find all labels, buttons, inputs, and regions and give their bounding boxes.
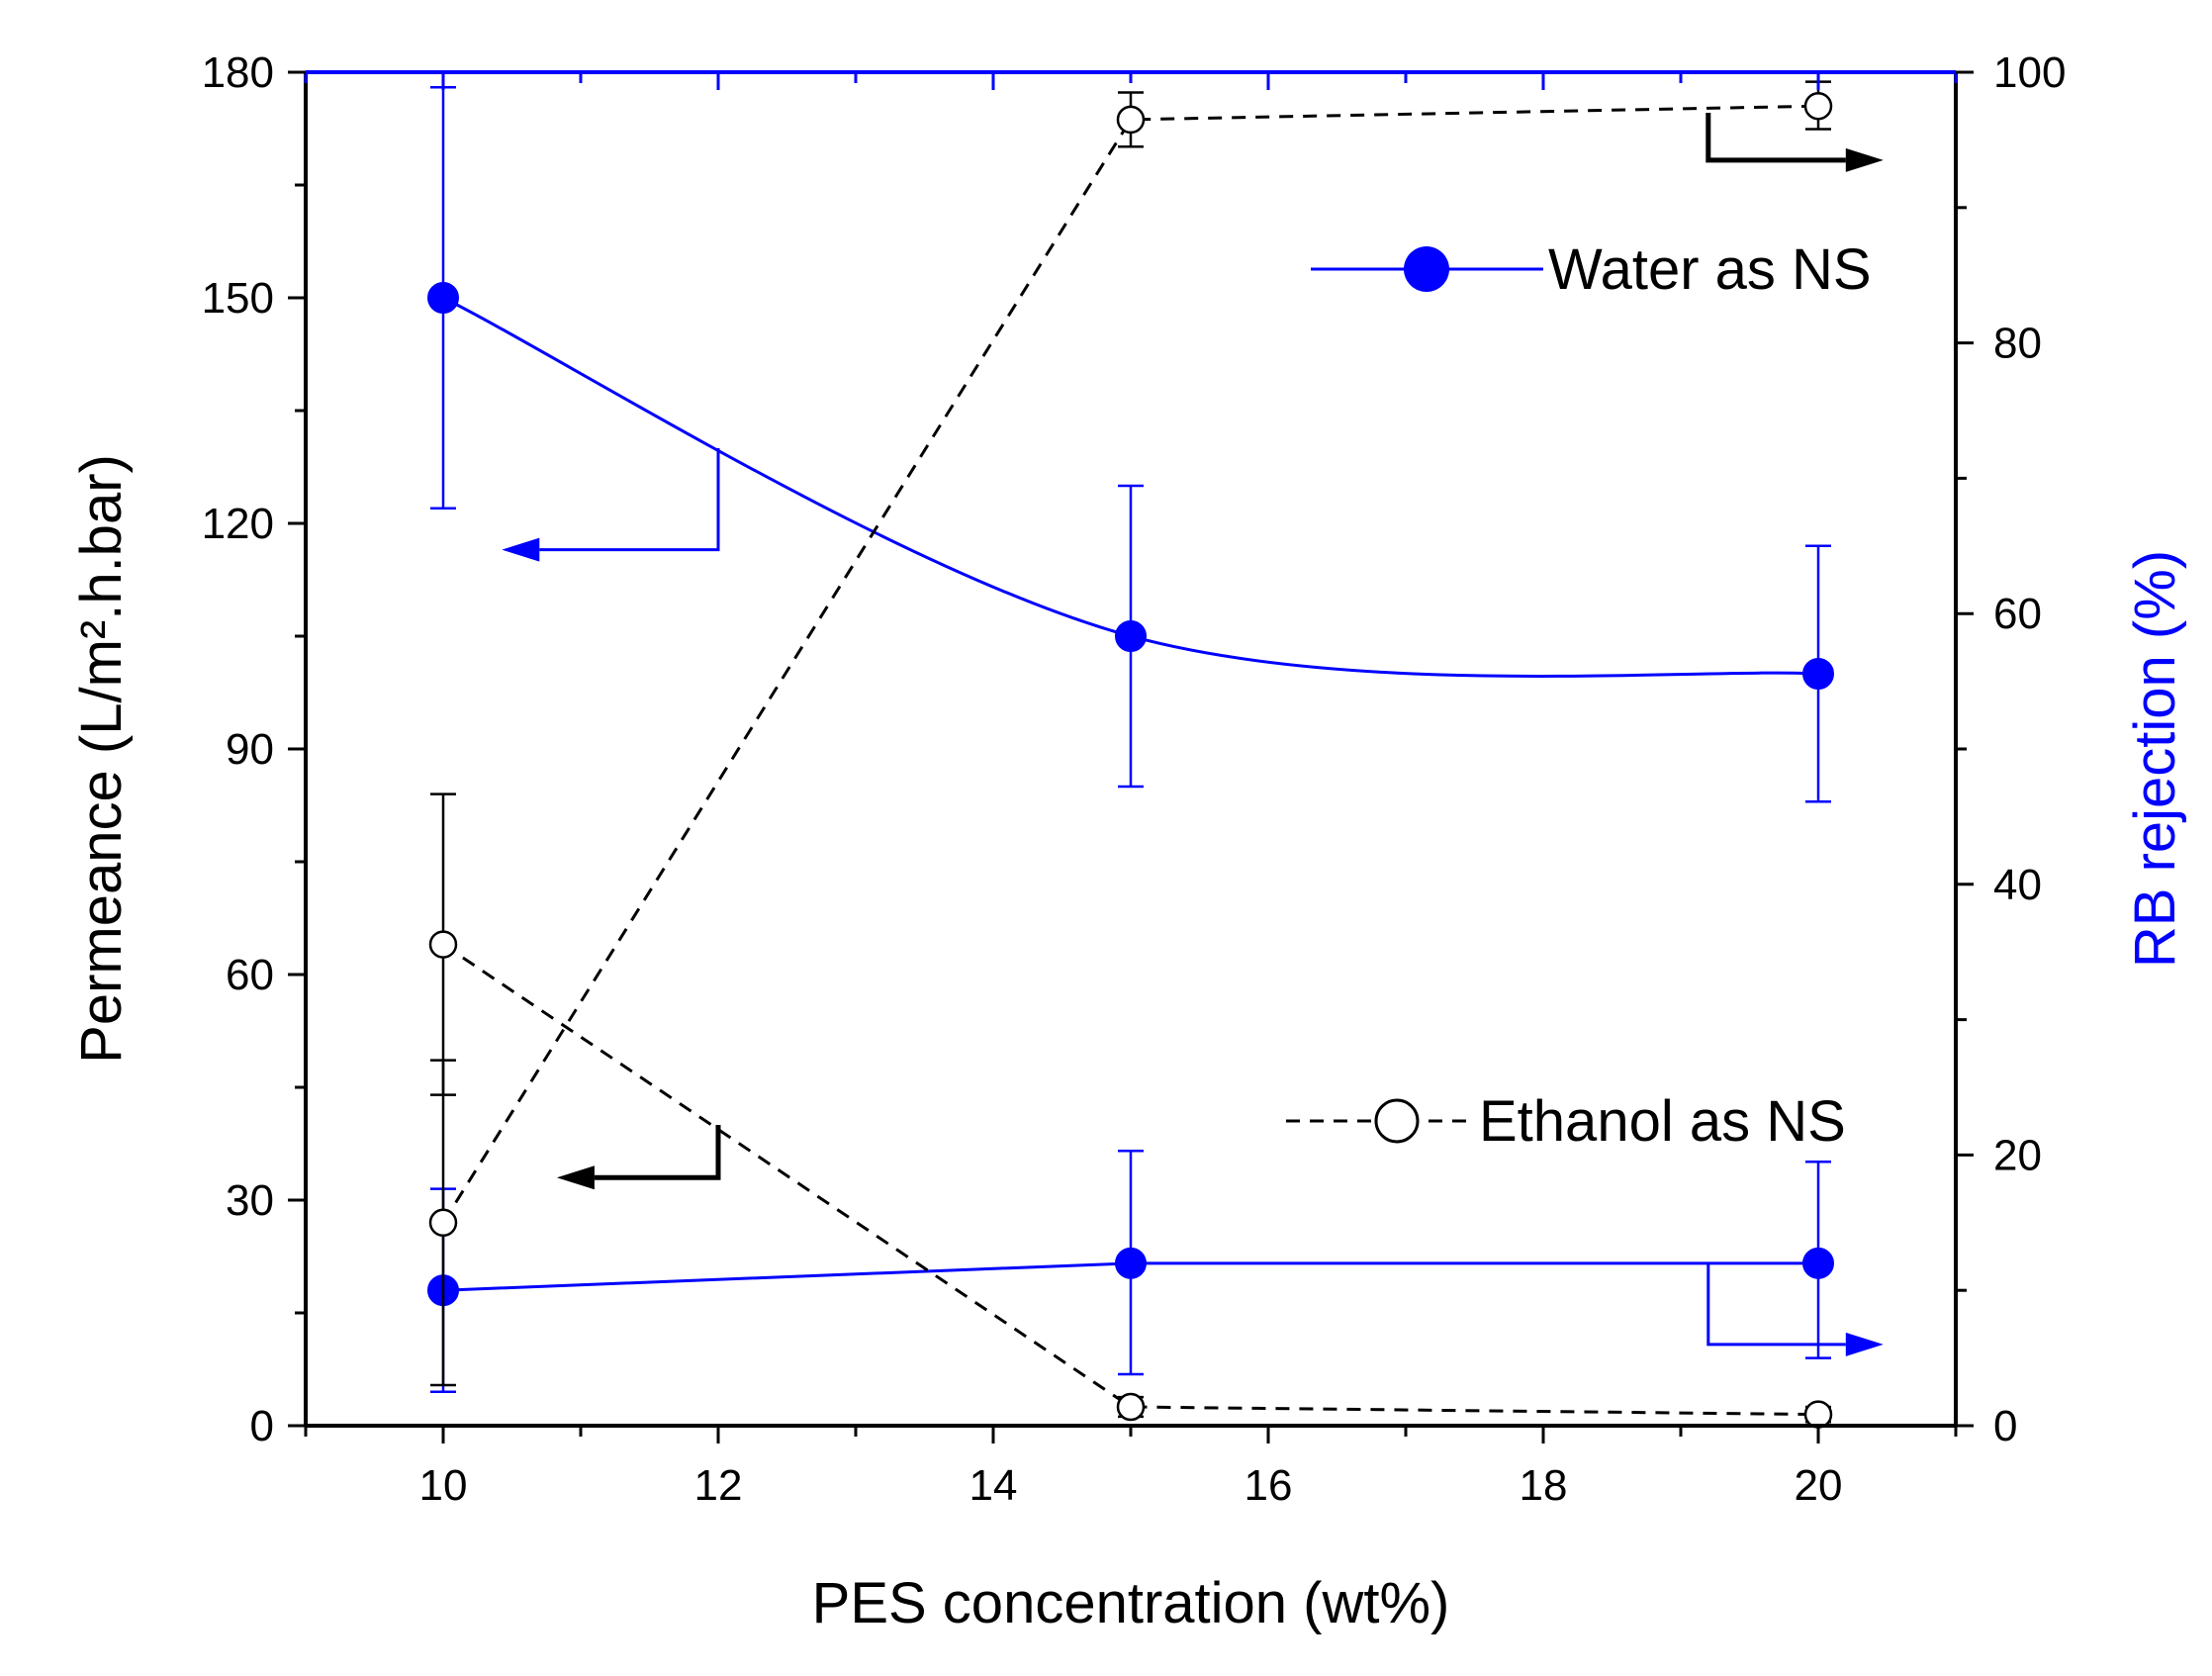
y-left-tick-label: 0 (250, 1402, 274, 1450)
data-point (428, 1208, 458, 1238)
arrow-head (1845, 1332, 1884, 1356)
arrow-black-right (1705, 113, 1884, 172)
legend-label: Ethanol as NS (1479, 1089, 1846, 1154)
arrow-head (1845, 147, 1884, 172)
y-left-tick-label: 150 (202, 274, 274, 323)
arrow-blue-right (1706, 1262, 1884, 1356)
data-point (1116, 1392, 1146, 1422)
legend-marker (1404, 246, 1449, 292)
arrow-shaft (1705, 113, 1846, 163)
series-line (442, 943, 1819, 1417)
x-tick-label: 12 (694, 1461, 743, 1510)
y-right-tick-label: 60 (1993, 590, 2042, 638)
data-point (427, 282, 459, 314)
x-tick-label: 10 (419, 1461, 468, 1510)
legend-marker (1374, 1098, 1420, 1144)
y-left-tick-label: 60 (226, 951, 274, 999)
y-axis-left-title: Permeance (L/m².h.bar) (69, 454, 134, 1064)
x-tick-label: 20 (1795, 1461, 1843, 1510)
legend-item-ethanol: Ethanol as NS (1286, 1089, 1846, 1154)
series-1 (427, 1150, 1834, 1394)
data-point (1115, 620, 1147, 652)
x-axis-title: PES concentration (wt%) (812, 1571, 1450, 1635)
y-axis-right-title: RB rejection (%) (2123, 550, 2187, 968)
arrow-black-left (556, 1125, 721, 1190)
series-line (441, 104, 1819, 1224)
arrow-shaft (539, 448, 720, 552)
x-tick-label: 18 (1520, 1461, 1568, 1510)
arrow-head (556, 1165, 595, 1190)
y-right-tick-label: 40 (1993, 861, 2042, 909)
y-left-tick-label: 30 (226, 1176, 274, 1225)
y-right-tick-label: 80 (1993, 320, 2042, 368)
series-0 (427, 85, 1834, 803)
y-left-tick-label: 90 (226, 725, 274, 774)
x-tick-label: 16 (1244, 1461, 1293, 1510)
x-tick-label: 14 (969, 1461, 1018, 1510)
y-left-tick-label: 120 (202, 500, 274, 548)
arrow-shaft (594, 1125, 721, 1180)
y-left-tick-label: 180 (202, 48, 274, 97)
data-point (1802, 658, 1834, 690)
data-point (1115, 1247, 1147, 1279)
data-point (1116, 105, 1146, 135)
arrow-head (502, 537, 540, 562)
data-point (428, 930, 458, 959)
data-point (1803, 1400, 1833, 1429)
legend-label: Water as NS (1548, 237, 1872, 302)
y-right-tick-label: 20 (1993, 1131, 2042, 1179)
y-right-tick-label: 0 (1993, 1402, 2017, 1450)
arrow-shaft (1706, 1262, 1846, 1347)
arrow-blue-left (502, 448, 720, 562)
data-point (1803, 91, 1833, 121)
data-point (1802, 1247, 1834, 1279)
series-2 (428, 792, 1833, 1429)
legend-item-water: Water as NS (1311, 237, 1872, 302)
y-right-tick-label: 100 (1993, 48, 2066, 97)
